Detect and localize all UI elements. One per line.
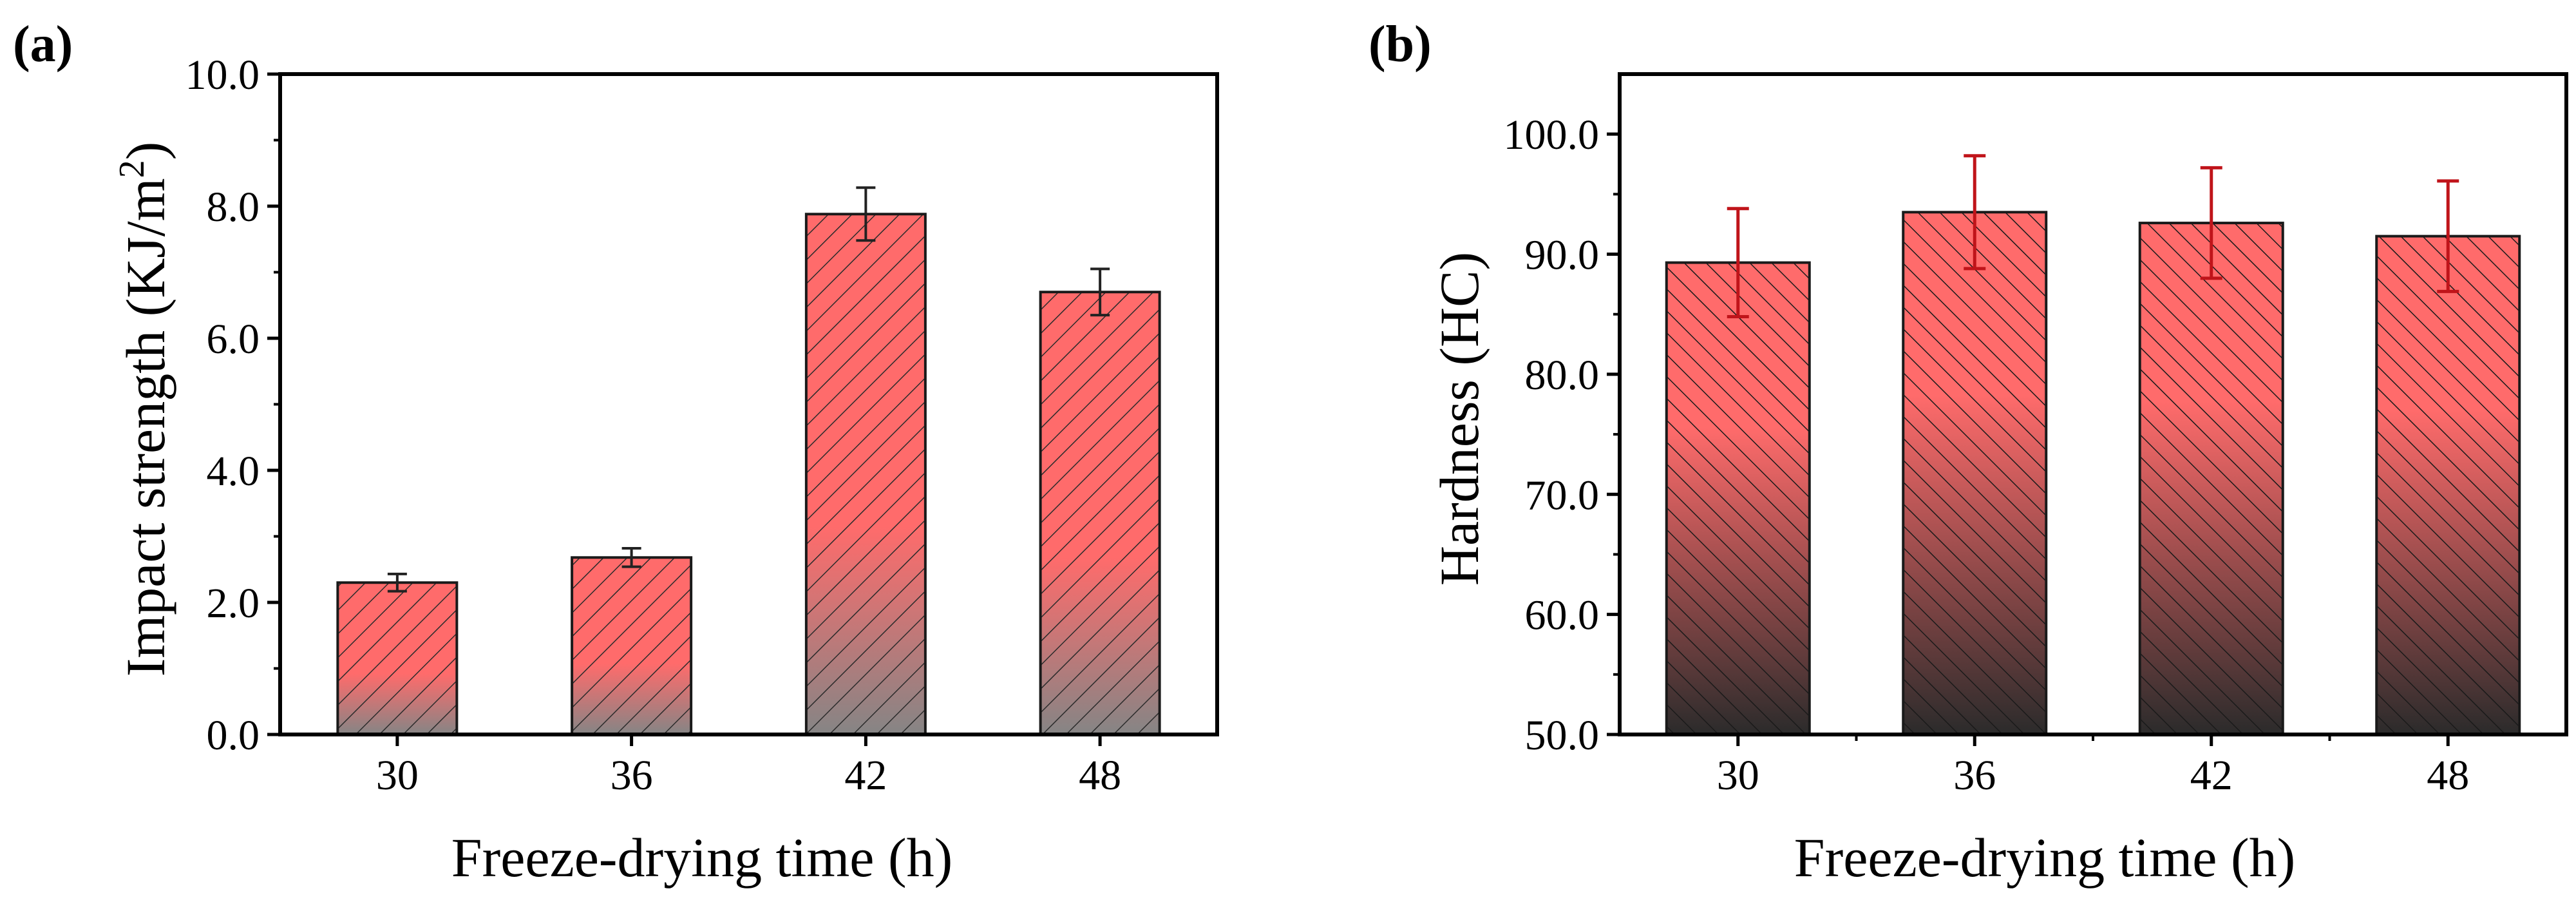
bar-36 xyxy=(1902,211,2048,736)
y-tick-label: 80.0 xyxy=(1525,352,1600,399)
panel-a-y-axis-title-close: ) xyxy=(115,142,176,160)
bar-48 xyxy=(2375,235,2521,736)
bar-hatch xyxy=(337,582,457,734)
panel-a-error-bars xyxy=(387,186,1110,593)
bar-42 xyxy=(804,213,927,736)
error-bar-42 xyxy=(2200,166,2222,280)
panel-a-x-ticks: 30 36 42 48 xyxy=(376,734,1121,799)
y-tick-label: 50.0 xyxy=(1525,712,1600,759)
bar-42 xyxy=(2138,222,2284,736)
bar-30 xyxy=(1665,261,1811,736)
error-bar-36 xyxy=(1964,154,1986,271)
x-tick-label: 48 xyxy=(1079,752,1121,799)
bar-hatch xyxy=(2376,236,2520,734)
error-bar-36 xyxy=(621,546,641,568)
panel-a-label: (a) xyxy=(13,16,73,73)
panel-b-error-bars xyxy=(1727,154,2459,318)
panel-a-x-axis-title: Freeze-drying time (h) xyxy=(451,827,952,888)
y-tick-label: 8.0 xyxy=(207,184,260,231)
y-tick-label: 90.0 xyxy=(1525,232,1600,279)
y-tick-label: 60.0 xyxy=(1525,592,1600,639)
error-bar-48 xyxy=(1090,267,1110,317)
panel-b-x-axis-title: Freeze-drying time (h) xyxy=(1794,827,2295,888)
x-tick-label: 36 xyxy=(611,752,653,799)
bar-hatch xyxy=(572,557,692,734)
y-tick-label: 6.0 xyxy=(207,316,260,363)
panel-a-bars xyxy=(336,213,1161,736)
y-tick-label: 70.0 xyxy=(1525,472,1600,519)
panel-b-y-axis-title: Hardness (HC) xyxy=(1428,252,1490,586)
panel-b-bars xyxy=(1665,211,2521,736)
y-tick-label: 4.0 xyxy=(207,448,260,495)
panel-a-y-axis-title: Impact strength (KJ/m2) xyxy=(112,142,176,676)
y-tick-label: 2.0 xyxy=(207,580,260,627)
panel-a-y-axis-title-text: Impact strength (KJ/m xyxy=(115,178,176,676)
panel-b: (b) 50.0 60.0 70.0 80.0 90.0 100.0 30 36 42 48 F… xyxy=(1368,16,2568,888)
bar-30 xyxy=(336,581,459,736)
panel-a: (a) 0.0 2.0 4.0 6.0 8.0 10.0 30 36 42 48 Freeze-… xyxy=(13,16,1219,888)
error-bar-30 xyxy=(1727,207,1749,318)
x-tick-label: 42 xyxy=(844,752,887,799)
x-tick-label: 30 xyxy=(376,752,419,799)
bar-36 xyxy=(571,556,693,736)
error-bar-48 xyxy=(2437,179,2459,293)
bar-hatch xyxy=(1040,292,1160,734)
panel-b-y-ticks: 50.0 60.0 70.0 80.0 90.0 100.0 xyxy=(1504,111,1620,759)
bar-48 xyxy=(1039,291,1161,736)
x-tick-label: 42 xyxy=(2190,752,2233,799)
x-tick-label: 48 xyxy=(2427,752,2469,799)
bar-hatch xyxy=(2139,223,2283,734)
panel-a-y-ticks: 0.0 2.0 4.0 6.0 8.0 10.0 xyxy=(185,52,280,759)
bar-hatch xyxy=(1903,212,2047,734)
bar-hatch xyxy=(806,214,925,734)
y-tick-label: 100.0 xyxy=(1504,111,1600,158)
y-tick-label: 10.0 xyxy=(185,52,260,99)
bar-hatch xyxy=(1666,262,1810,734)
x-tick-label: 30 xyxy=(1717,752,1759,799)
error-bar-42 xyxy=(856,186,876,242)
panel-b-x-ticks: 30 36 42 48 xyxy=(1717,734,2469,799)
panel-a-y-axis-title-superscript: 2 xyxy=(112,160,152,178)
panel-b-label: (b) xyxy=(1368,16,1432,73)
x-tick-label: 36 xyxy=(1953,752,1996,799)
error-bar-30 xyxy=(387,572,407,593)
y-tick-label: 0.0 xyxy=(207,712,260,759)
